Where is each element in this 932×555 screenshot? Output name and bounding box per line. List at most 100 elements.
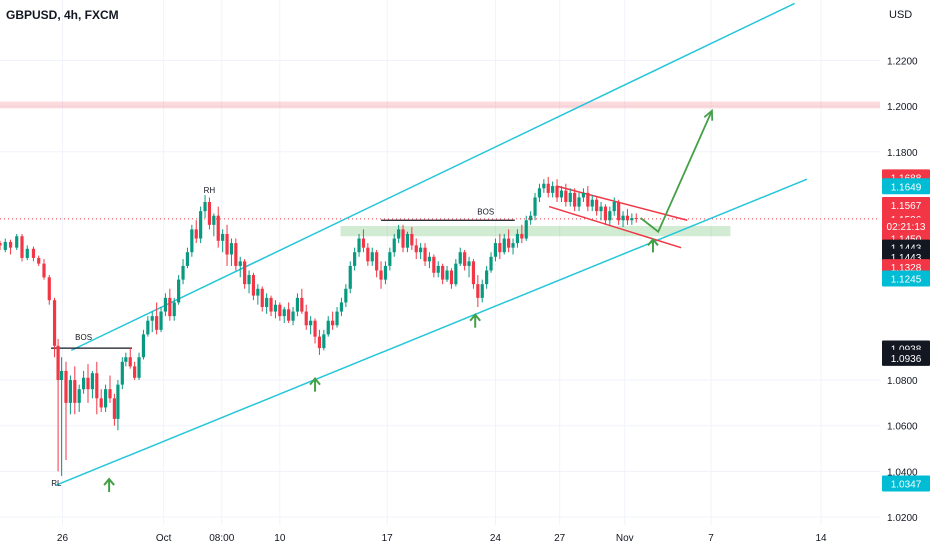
candle bbox=[56, 338, 60, 472]
candle bbox=[467, 256, 471, 278]
candle bbox=[82, 370, 86, 394]
candle-body bbox=[300, 297, 304, 312]
candle bbox=[190, 224, 194, 257]
candle-body bbox=[177, 279, 181, 303]
candle-body bbox=[47, 277, 51, 301]
candle bbox=[234, 238, 238, 271]
candle bbox=[60, 357, 64, 476]
price-label[interactable]: 1.1649 bbox=[882, 178, 930, 195]
candle-body bbox=[590, 199, 594, 207]
candle bbox=[515, 229, 520, 248]
flag-lower-line[interactable] bbox=[548, 205, 682, 249]
channel-lower-line[interactable] bbox=[56, 178, 808, 486]
candle-body bbox=[90, 373, 94, 390]
price-label-text: 1.0936 bbox=[891, 354, 922, 365]
candle-body bbox=[458, 252, 462, 264]
candle-body bbox=[291, 311, 295, 321]
candle bbox=[577, 192, 581, 212]
candle-body bbox=[181, 265, 185, 280]
candle-body bbox=[357, 238, 361, 253]
candle-body bbox=[383, 265, 388, 280]
candle bbox=[317, 329, 322, 355]
price-label[interactable]: 02:21:13 bbox=[882, 217, 930, 234]
candle-body bbox=[194, 229, 198, 239]
candle bbox=[20, 233, 24, 262]
up-arrow-icon bbox=[103, 477, 115, 493]
candle-body bbox=[199, 211, 203, 239]
candle bbox=[507, 229, 511, 253]
price-label[interactable]: 1.1567 bbox=[882, 196, 930, 213]
candle-body bbox=[82, 377, 86, 390]
candle-body bbox=[317, 336, 322, 349]
candle bbox=[621, 211, 625, 228]
time-tick-label: 10 bbox=[274, 533, 286, 544]
candle bbox=[555, 179, 559, 203]
candle-body bbox=[485, 270, 489, 285]
time-tick-label: Nov bbox=[616, 533, 634, 544]
candle bbox=[546, 176, 550, 198]
candle-body bbox=[348, 265, 352, 289]
candle bbox=[221, 229, 225, 253]
candle-body bbox=[251, 275, 256, 296]
candle bbox=[155, 302, 159, 335]
candle bbox=[419, 243, 423, 260]
candle-body bbox=[471, 261, 476, 285]
channel-upper-line[interactable] bbox=[70, 2, 795, 352]
time-tick-label: Oct bbox=[156, 533, 172, 544]
price-label[interactable]: 1.0936 bbox=[882, 349, 930, 366]
candle bbox=[322, 329, 326, 351]
candle-body bbox=[617, 202, 621, 221]
annotation-label: RL bbox=[51, 479, 62, 488]
up-arrow-head bbox=[469, 313, 481, 322]
candle-body bbox=[25, 248, 29, 258]
candle bbox=[498, 233, 502, 260]
candle bbox=[353, 247, 357, 271]
price-label-box bbox=[882, 196, 930, 213]
candle-body bbox=[278, 304, 282, 317]
price-label[interactable]: 1.1245 bbox=[882, 270, 930, 287]
candle bbox=[625, 208, 630, 225]
candle bbox=[630, 213, 634, 225]
candle bbox=[603, 204, 608, 225]
candle-body bbox=[309, 320, 313, 326]
candle-body bbox=[229, 243, 234, 255]
price-label[interactable]: 1.0347 bbox=[882, 475, 930, 492]
candle-body bbox=[441, 265, 445, 280]
candle-body bbox=[287, 309, 291, 321]
time-axis[interactable]: 26 Oct 08:00 10 17 24 27 Nov 7 14 bbox=[57, 533, 827, 544]
candle bbox=[273, 300, 278, 319]
candle-body bbox=[56, 345, 60, 381]
candle bbox=[295, 293, 300, 317]
candle bbox=[480, 279, 484, 303]
candle-body bbox=[133, 366, 137, 378]
candle-body bbox=[137, 357, 141, 378]
candle bbox=[229, 238, 234, 266]
candle-body bbox=[515, 233, 520, 244]
candle-body bbox=[225, 233, 229, 255]
candle bbox=[25, 245, 29, 261]
up-arrow-icon bbox=[647, 237, 659, 253]
price-label-box bbox=[882, 217, 930, 234]
candle bbox=[520, 224, 524, 244]
candle-body bbox=[124, 357, 128, 362]
price-label-text: 02:21:13 bbox=[887, 222, 926, 233]
candle-body bbox=[449, 270, 454, 285]
candle-body bbox=[445, 270, 449, 280]
candle bbox=[108, 375, 112, 403]
candle bbox=[445, 265, 449, 282]
candle-body bbox=[625, 215, 630, 221]
projection-path[interactable] bbox=[640, 110, 713, 234]
candle bbox=[476, 275, 480, 308]
candle bbox=[52, 297, 57, 358]
candle bbox=[256, 284, 260, 305]
time-tick-label: 27 bbox=[554, 533, 566, 544]
candle bbox=[300, 288, 304, 314]
price-axis[interactable]: 1.2200 1.2000 1.1800 1.0800 1.0600 1.0400 1.02… bbox=[882, 56, 930, 524]
candle-body bbox=[73, 380, 77, 403]
candle-body bbox=[533, 197, 537, 216]
candle-body bbox=[335, 311, 339, 326]
candle-body bbox=[172, 302, 176, 317]
drawing-layer[interactable] bbox=[51, 2, 808, 486]
